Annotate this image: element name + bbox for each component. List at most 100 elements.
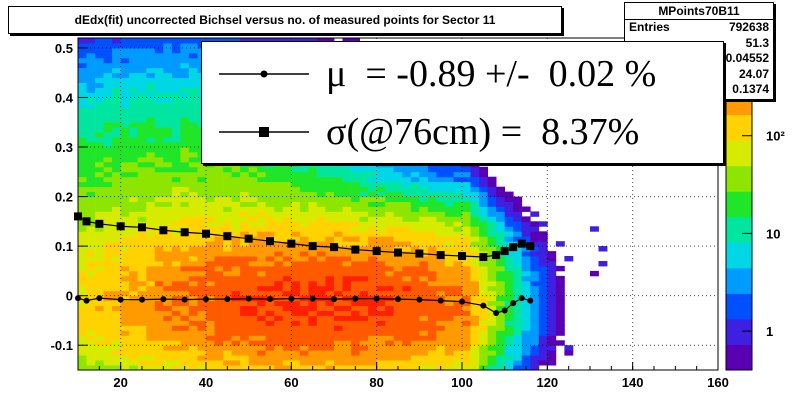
heatmap-cell <box>444 191 454 197</box>
heatmap-cell <box>265 38 275 44</box>
heatmap-cell <box>479 350 488 356</box>
heatmap-cell <box>453 251 463 257</box>
heatmap-cell <box>154 92 164 98</box>
heatmap-cell <box>95 265 104 272</box>
heatmap-cell <box>419 186 429 193</box>
heatmap-cell <box>206 241 215 247</box>
heatmap-cell <box>171 38 181 44</box>
heatmap-cell <box>248 320 258 326</box>
sigma-data-point <box>436 251 445 260</box>
heatmap-cell <box>171 186 181 193</box>
heatmap-cell <box>291 191 301 197</box>
heatmap-cell <box>274 325 284 331</box>
heatmap-cell <box>103 365 113 371</box>
heatmap-cell <box>112 256 121 262</box>
heatmap-cell <box>376 236 386 242</box>
heatmap-cell <box>112 171 121 178</box>
heatmap-cell <box>137 325 147 331</box>
heatmap-cell <box>257 305 267 311</box>
heatmap-cell <box>376 280 386 287</box>
heatmap-cell <box>112 57 121 64</box>
heatmap-cell <box>86 231 96 237</box>
heatmap-cell <box>325 196 335 202</box>
heatmap-cell <box>504 355 514 361</box>
heatmap-cell <box>112 87 121 93</box>
heatmap-cell <box>504 231 514 237</box>
heatmap-cell <box>231 256 241 262</box>
heatmap-cell <box>171 221 181 227</box>
heatmap-cell <box>146 315 156 321</box>
heatmap-cell <box>78 340 87 346</box>
heatmap-cell <box>154 261 164 267</box>
heatmap-cell <box>223 335 232 341</box>
heatmap-cell <box>513 226 523 232</box>
heatmap-cell <box>78 176 87 183</box>
heatmap-cell <box>470 345 480 351</box>
heatmap-cell <box>214 365 224 371</box>
heatmap-cell <box>129 360 139 366</box>
heatmap-cell <box>231 196 241 202</box>
heatmap-cell <box>555 280 565 287</box>
heatmap-cell <box>214 355 224 361</box>
heatmap-cell <box>171 315 181 321</box>
heatmap-cell <box>299 38 309 44</box>
heatmap-cell <box>129 236 139 242</box>
heatmap-cell <box>410 300 420 306</box>
heatmap-cell <box>419 166 429 173</box>
heatmap-cell <box>86 300 96 306</box>
heatmap-cell <box>265 231 275 237</box>
heatmap-cell <box>351 256 360 262</box>
heatmap-cell <box>427 171 437 178</box>
heatmap-cell <box>299 275 309 282</box>
heatmap-cell <box>223 226 232 232</box>
heatmap-cell <box>521 300 531 306</box>
heatmap-cell <box>129 365 139 371</box>
heatmap-cell <box>146 216 156 222</box>
heatmap-cell <box>137 171 147 178</box>
heatmap-cell <box>120 355 130 361</box>
heatmap-cell <box>163 72 173 79</box>
heatmap-cell <box>436 211 446 217</box>
heatmap-cell <box>171 300 181 306</box>
heatmap-cell <box>487 340 497 346</box>
heatmap-cell <box>351 300 360 306</box>
heatmap-cell <box>180 300 190 306</box>
mu-data-point <box>160 296 167 303</box>
heatmap-cell <box>137 87 147 93</box>
heatmap-cell <box>171 171 181 178</box>
heatmap-cell <box>137 216 147 222</box>
heatmap-cell <box>265 191 275 197</box>
heatmap-cell <box>197 38 207 44</box>
heatmap-cell <box>291 335 301 341</box>
x-tick-label: 120 <box>536 375 558 390</box>
heatmap-cell <box>316 236 326 242</box>
heatmap-cell <box>470 201 480 207</box>
heatmap-cell <box>538 241 548 247</box>
heatmap-cell <box>214 186 224 193</box>
heatmap-cell <box>504 320 514 326</box>
heatmap-cell <box>376 290 386 297</box>
heatmap-cell <box>257 226 267 232</box>
heatmap-cell <box>453 300 463 306</box>
heatmap-cell <box>282 345 292 351</box>
heatmap-cell <box>402 345 412 351</box>
heatmap-cell <box>188 191 198 197</box>
heatmap-cell <box>351 241 360 247</box>
heatmap-cell <box>206 320 215 326</box>
heatmap-cell <box>496 345 505 351</box>
heatmap-cell <box>427 216 437 222</box>
heatmap-cell <box>410 201 420 207</box>
heatmap-cell <box>351 171 360 178</box>
heatmap-cell <box>419 236 429 242</box>
heatmap-cell <box>103 305 113 311</box>
heatmap-cell <box>180 186 190 193</box>
heatmap-cell <box>410 191 420 197</box>
stats-value: 24.07 <box>738 66 769 81</box>
sigma-data-point <box>479 253 488 262</box>
heatmap-cell <box>299 300 309 306</box>
heatmap-cell <box>129 211 139 217</box>
heatmap-cell <box>504 300 514 306</box>
heatmap-cell <box>462 355 471 361</box>
heatmap-cell <box>231 171 241 178</box>
heatmap-cell <box>479 166 488 173</box>
